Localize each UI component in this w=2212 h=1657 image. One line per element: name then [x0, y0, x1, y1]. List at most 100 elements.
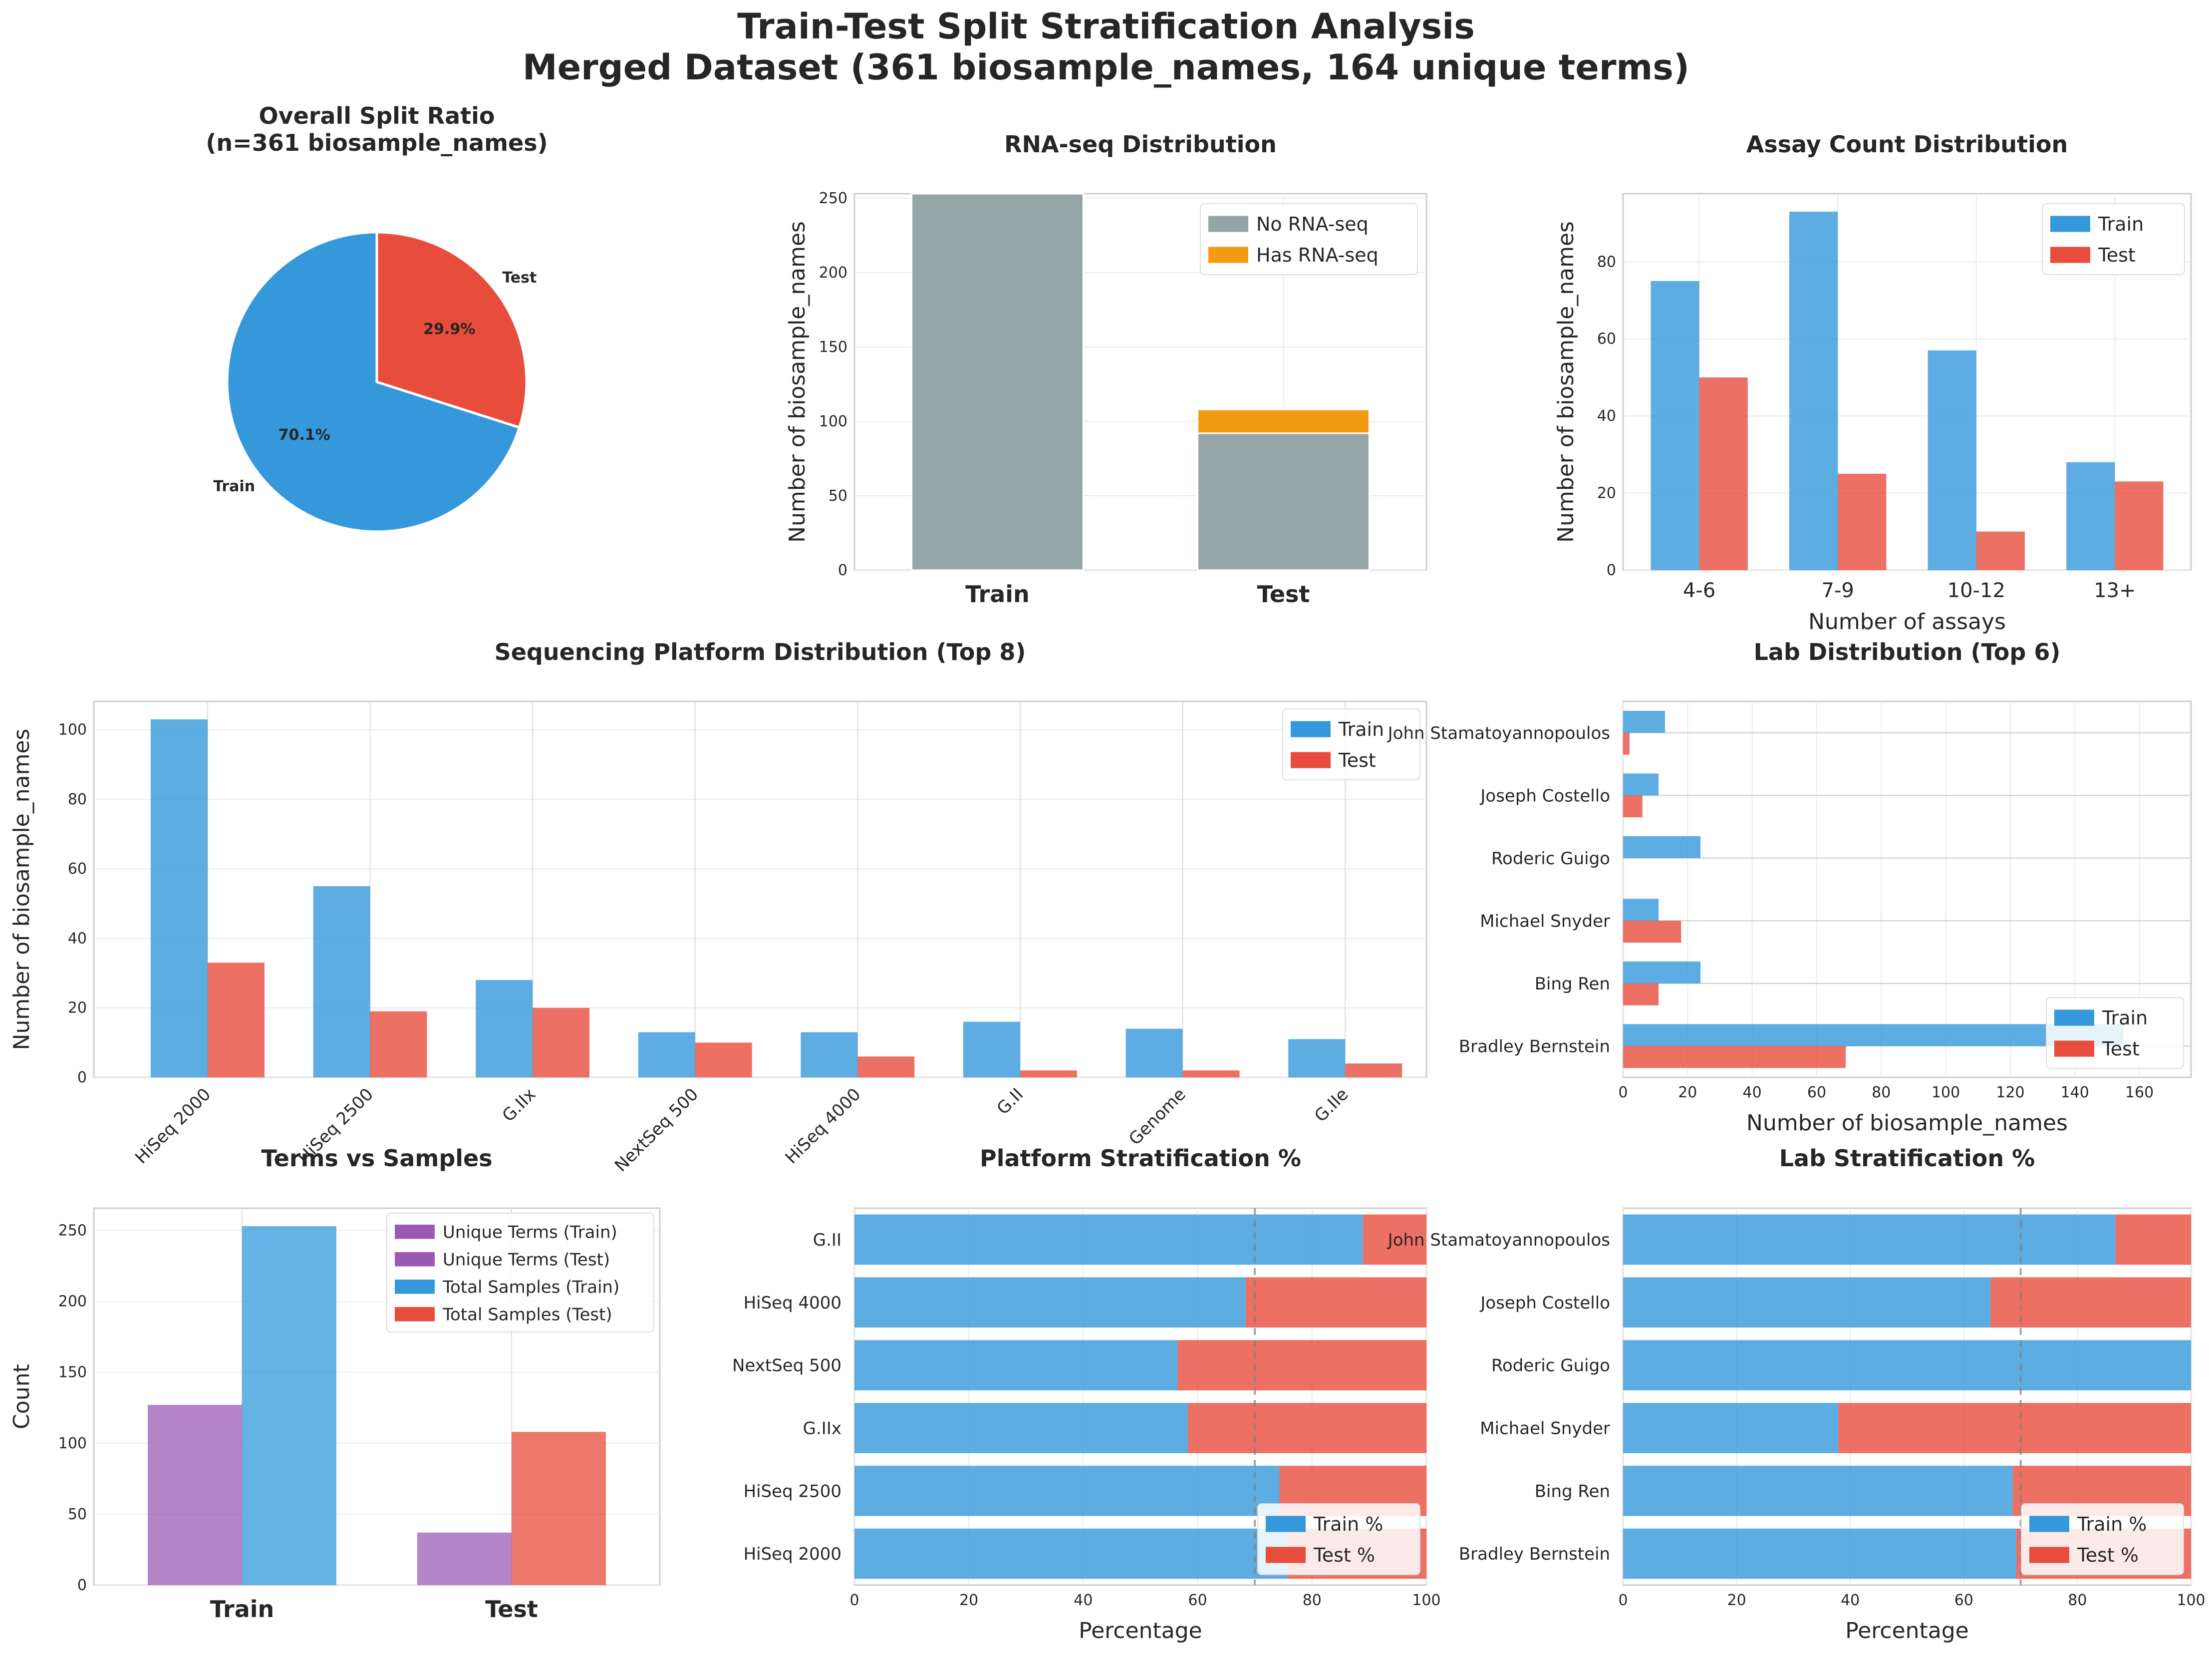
bar-unique-terms-test- [417, 1532, 512, 1585]
chart-title: (n=361 biosample_names) [206, 129, 548, 156]
bar-train [1623, 773, 1659, 796]
x-axis-label: Percentage [1079, 1618, 1202, 1644]
bar-train [1623, 836, 1701, 858]
x-tick-label: 0 [1618, 1084, 1628, 1101]
legend-label: Train % [1313, 1513, 1383, 1535]
bar-train- [854, 1403, 1188, 1453]
y-tick-label: 60 [68, 860, 87, 878]
bar-test [2115, 481, 2164, 570]
bar-test [1623, 732, 1630, 755]
bar-test-0 [1197, 432, 1370, 571]
legend-label: Train [2102, 1007, 2148, 1029]
figure-title-line-2: Merged Dataset (361 biosample_names, 164… [523, 47, 1689, 88]
x-axis-label: Percentage [1845, 1618, 1969, 1644]
legend-label: No RNA-seq [1256, 213, 1369, 235]
legend-swatch [1208, 247, 1248, 263]
bar-train [1651, 281, 1699, 570]
y-category-label: G.II [813, 1230, 841, 1250]
y-category-label: John Stamatoyannopoulos [1387, 1230, 1610, 1250]
legend-label: Unique Terms (Train) [443, 1222, 617, 1242]
y-category-label: Bing Ren [1535, 974, 1610, 994]
y-tick-label: 50 [829, 487, 847, 505]
x-category-label: 10-12 [1947, 579, 2005, 602]
y-category-label: Michael Snyder [1480, 1418, 1610, 1438]
y-tick-label: 100 [58, 721, 87, 739]
bar-train- [854, 1528, 1288, 1579]
x-tick-label: 60 [1188, 1592, 1207, 1609]
y-axis-label: Count [9, 1364, 34, 1429]
x-tick-label: 60 [1807, 1084, 1826, 1101]
y-tick-label: 60 [1597, 331, 1616, 348]
y-tick-label: 0 [77, 1577, 87, 1594]
legend-swatch [395, 1225, 435, 1239]
platform-chart: Sequencing Platform Distribution (Top 8)… [9, 639, 1427, 1176]
legend-label: Test [1338, 749, 1376, 771]
bar-test [857, 1056, 915, 1077]
bar-test- [1188, 1403, 1426, 1453]
terms-panel: Terms vs Samples 0 50 100 150 200 250 Train Test… [0, 0, 699, 1657]
legend-swatch [2054, 1009, 2094, 1026]
y-tick-label: 100 [58, 1435, 87, 1452]
y-tick-label: 250 [58, 1222, 87, 1239]
legend-label: Train % [2077, 1513, 2147, 1535]
bar-total-samples-test- [512, 1432, 606, 1585]
legend-swatch [1266, 1516, 1306, 1532]
bar-train- [1623, 1214, 2116, 1265]
x-tick-label: 20 [1727, 1592, 1746, 1609]
x-category-label: Train [965, 581, 1030, 608]
bar-test [1020, 1070, 1077, 1077]
y-tick-label: 20 [68, 999, 87, 1017]
bar-test- [1177, 1340, 1426, 1390]
bar-train [1623, 961, 1701, 984]
legend-swatch [1291, 752, 1331, 768]
x-category-label: Train [210, 1596, 275, 1623]
legend-swatch [2054, 1040, 2094, 1057]
legend-swatch [2050, 216, 2090, 232]
chart-title: Overall Split Ratio [259, 102, 495, 129]
terms-chart: Terms vs Samples 0 50 100 150 200 250 Train Test… [9, 1145, 661, 1623]
y-axis-label: Number of biosample_names [9, 729, 34, 1050]
y-tick-label: 80 [68, 791, 87, 808]
bar-train [313, 886, 370, 1077]
bar-test-1 [1197, 408, 1370, 434]
bar-test [370, 1011, 427, 1077]
chart-title: Lab Stratification % [1779, 1145, 2035, 1172]
x-axis-label: Number of biosample_names [1746, 1110, 2068, 1136]
bar-test [533, 1007, 590, 1077]
y-category-label: Michael Snyder [1480, 911, 1610, 931]
x-tick-label: 160 [2125, 1084, 2154, 1101]
legend-swatch [1208, 216, 1248, 232]
legend-label: Test [2102, 1038, 2140, 1060]
y-category-label: HiSeq 2000 [744, 1544, 841, 1564]
platform-pct-panel: Platform Stratification % 0 20 40 60 80 100 HiS… [732, 1145, 1441, 1644]
legend-swatch [1266, 1547, 1306, 1563]
legend-swatch [395, 1280, 435, 1294]
y-category-label: G.IIx [803, 1418, 841, 1438]
legend-label: Test % [2077, 1544, 2139, 1566]
bar-train [1125, 1028, 1183, 1077]
chart-title: Platform Stratification % [980, 1145, 1301, 1172]
chart-title: Sequencing Platform Distribution (Top 8) [495, 639, 1026, 665]
bar-test- [1363, 1214, 1426, 1265]
y-tick-label: 50 [68, 1506, 87, 1523]
bar-train [1623, 1024, 2124, 1046]
legend-swatch [2029, 1547, 2069, 1563]
x-category-label: Test [1257, 581, 1310, 608]
y-tick-label: 0 [77, 1069, 87, 1086]
bar-train- [854, 1340, 1178, 1390]
legend-label: Total Samples (Train) [442, 1277, 619, 1297]
pie-pct-label: 29.9% [423, 321, 475, 338]
bar-test [1699, 377, 1748, 570]
bar-test- [1245, 1277, 1426, 1328]
x-tick-label: 40 [1743, 1084, 1762, 1101]
bar-train- [1623, 1340, 2191, 1390]
y-tick-label: 200 [58, 1293, 87, 1311]
bar-test- [2115, 1214, 2191, 1265]
x-tick-label: 40 [1074, 1592, 1093, 1609]
bar-train- [854, 1465, 1280, 1516]
bar-test [207, 963, 265, 1077]
pie-slice-test [375, 231, 528, 429]
x-category-label: 7-9 [1822, 579, 1854, 602]
legend-label: Train [2098, 213, 2144, 235]
